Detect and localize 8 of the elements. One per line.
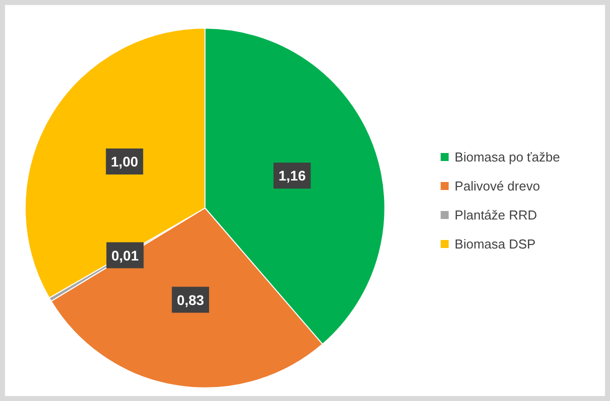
data-label: 1,00 [110,154,138,170]
data-label: 0,83 [176,292,204,308]
data-label: 1,16 [278,168,306,184]
legend-label: Palivové drevo [454,178,540,194]
legend-label: Plantáže RRD [454,208,538,222]
legend-label: Biomasa DSP [454,236,536,252]
legend-label: Biomasa po ťažbe [454,150,560,164]
data-label: 0,01 [111,247,139,264]
